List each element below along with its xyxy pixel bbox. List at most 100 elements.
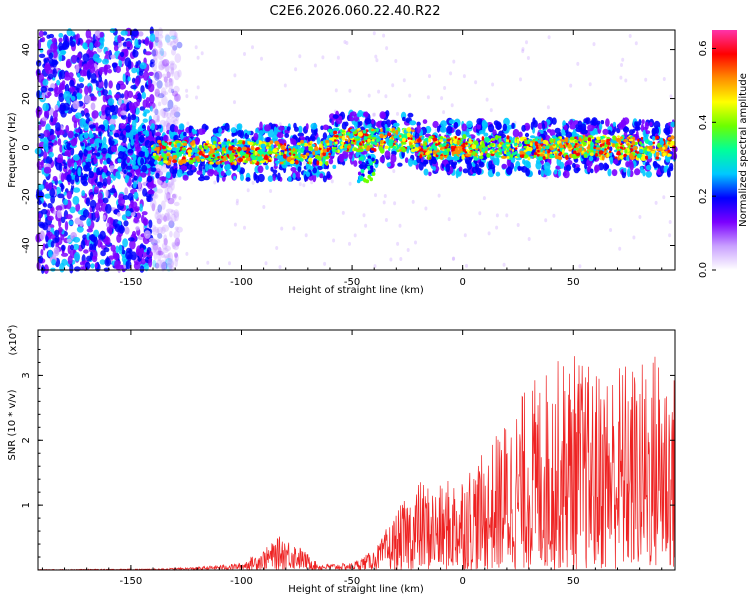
spectrogram-cell bbox=[254, 148, 258, 151]
spectrogram-cell bbox=[196, 170, 203, 176]
y-tick-label: 2 bbox=[21, 437, 32, 443]
spectrogram-cell bbox=[224, 164, 231, 171]
spectrogram-cell bbox=[299, 158, 304, 162]
spectrogram-cell bbox=[359, 121, 363, 126]
spectrogram-cell bbox=[299, 148, 303, 153]
spectrogram-cell bbox=[213, 180, 217, 185]
spectrogram-cell bbox=[168, 78, 173, 87]
spectrogram-cell bbox=[43, 264, 49, 275]
spectrogram-cell bbox=[187, 149, 193, 153]
spectrogram-cell bbox=[160, 109, 164, 120]
spectrogram-cell bbox=[216, 150, 219, 154]
spectrogram-cell bbox=[173, 209, 180, 218]
spectrogram-cell bbox=[308, 157, 313, 163]
spectrogram-cell bbox=[565, 164, 572, 171]
spectrogram-cell bbox=[228, 261, 231, 266]
spectrogram-cell bbox=[204, 155, 209, 159]
spectrogram-cell bbox=[509, 148, 512, 151]
spectrogram-cell bbox=[322, 175, 327, 183]
spectrogram-cell bbox=[557, 169, 562, 177]
spectrogram-cell bbox=[108, 80, 113, 89]
x-tick-label: -50 bbox=[344, 576, 360, 587]
spectrogram-cell bbox=[220, 155, 224, 159]
spectrogram-cell bbox=[296, 142, 302, 146]
spectrogram-cell bbox=[50, 240, 55, 248]
spectrogram-cell bbox=[50, 115, 54, 123]
spectrogram-cell bbox=[331, 146, 338, 150]
spectrogram-cell bbox=[364, 143, 367, 149]
spectrogram-cell bbox=[406, 248, 410, 252]
spectrogram-cell bbox=[72, 91, 77, 96]
spectrogram-cell bbox=[125, 210, 132, 217]
spectrogram-cell bbox=[54, 104, 59, 111]
spectrogram-cell bbox=[101, 171, 106, 179]
spectrogram-cell bbox=[670, 135, 675, 140]
spectrogram-cell bbox=[119, 123, 126, 129]
spectrogram-cell bbox=[172, 244, 179, 251]
spectrogram-cell bbox=[155, 37, 159, 47]
spectrogram-cell bbox=[525, 125, 530, 130]
spectrogram-cell bbox=[130, 251, 137, 261]
spectrogram-cell bbox=[174, 252, 178, 258]
spectrogram-cell bbox=[170, 78, 174, 87]
spectrogram-cell bbox=[242, 155, 245, 159]
spectrogram-cell bbox=[411, 129, 415, 132]
spectrogram-cell bbox=[132, 181, 137, 189]
spectrogram-cell bbox=[168, 83, 173, 90]
spectrogram-cell bbox=[353, 233, 357, 238]
spectrogram-cell bbox=[96, 167, 101, 176]
spectrogram-cell bbox=[167, 252, 173, 262]
spectrogram-cell bbox=[435, 143, 438, 146]
spectrogram-cell bbox=[542, 123, 546, 130]
spectrogram-cell bbox=[579, 144, 582, 147]
spectrogram-cell bbox=[138, 151, 145, 157]
spectrogram-cell bbox=[257, 153, 260, 157]
spectrogram-cell bbox=[88, 85, 92, 94]
spectrogram-cell bbox=[155, 92, 161, 99]
spectrogram-cell bbox=[361, 140, 365, 144]
spectrogram-cell bbox=[506, 138, 509, 144]
spectrogram-cell bbox=[144, 230, 151, 239]
spectrogram-cell bbox=[83, 164, 90, 172]
spectrogram-cell bbox=[628, 138, 634, 142]
spectrogram-cell bbox=[350, 132, 354, 138]
spectrogram-cell bbox=[173, 70, 180, 81]
spectrogram-cell bbox=[160, 91, 169, 96]
spectrogram-cell bbox=[410, 137, 413, 140]
spectrogram-cell bbox=[297, 132, 305, 137]
spectrogram-cell bbox=[343, 40, 347, 44]
spectrogram-cell bbox=[242, 140, 246, 145]
spectrogram-cell bbox=[267, 175, 274, 182]
spectrogram-cell bbox=[253, 132, 259, 141]
spectrogram-cell bbox=[66, 190, 73, 200]
spectrogram-cell bbox=[60, 244, 66, 251]
spectrogram-cell bbox=[169, 230, 173, 238]
spectrogram-cell bbox=[355, 136, 359, 140]
spectrogram-cell bbox=[98, 75, 103, 83]
spectrogram-cell bbox=[478, 120, 483, 125]
colorbar-label: Normalized spectral amplitude bbox=[738, 73, 749, 227]
spectrogram-cell bbox=[498, 137, 502, 143]
spectrogram-cell bbox=[200, 156, 203, 160]
spectrogram-cell bbox=[553, 169, 558, 175]
spectrogram-cell bbox=[48, 151, 54, 158]
spectrogram-cell bbox=[218, 127, 223, 134]
spectrogram-cell bbox=[209, 147, 212, 150]
spectrogram-cell bbox=[160, 59, 168, 69]
spectrogram-cell bbox=[389, 128, 393, 131]
spectrogram-cell bbox=[63, 198, 69, 206]
spectrogram-cell bbox=[655, 156, 660, 160]
spectrogram-cell bbox=[598, 123, 603, 130]
spectrogram-cell bbox=[172, 45, 178, 51]
spectrogram-cell bbox=[594, 139, 601, 143]
spectrogram-cell bbox=[235, 201, 239, 206]
spectrogram-cell bbox=[363, 135, 368, 141]
spectrogram-cell bbox=[407, 137, 411, 140]
spectrogram-cell bbox=[92, 33, 96, 44]
spectrogram-cell bbox=[59, 144, 63, 153]
spectrogram-cell bbox=[170, 66, 175, 75]
spectrogram-cell bbox=[84, 261, 91, 270]
spectrogram-cell bbox=[45, 62, 51, 69]
